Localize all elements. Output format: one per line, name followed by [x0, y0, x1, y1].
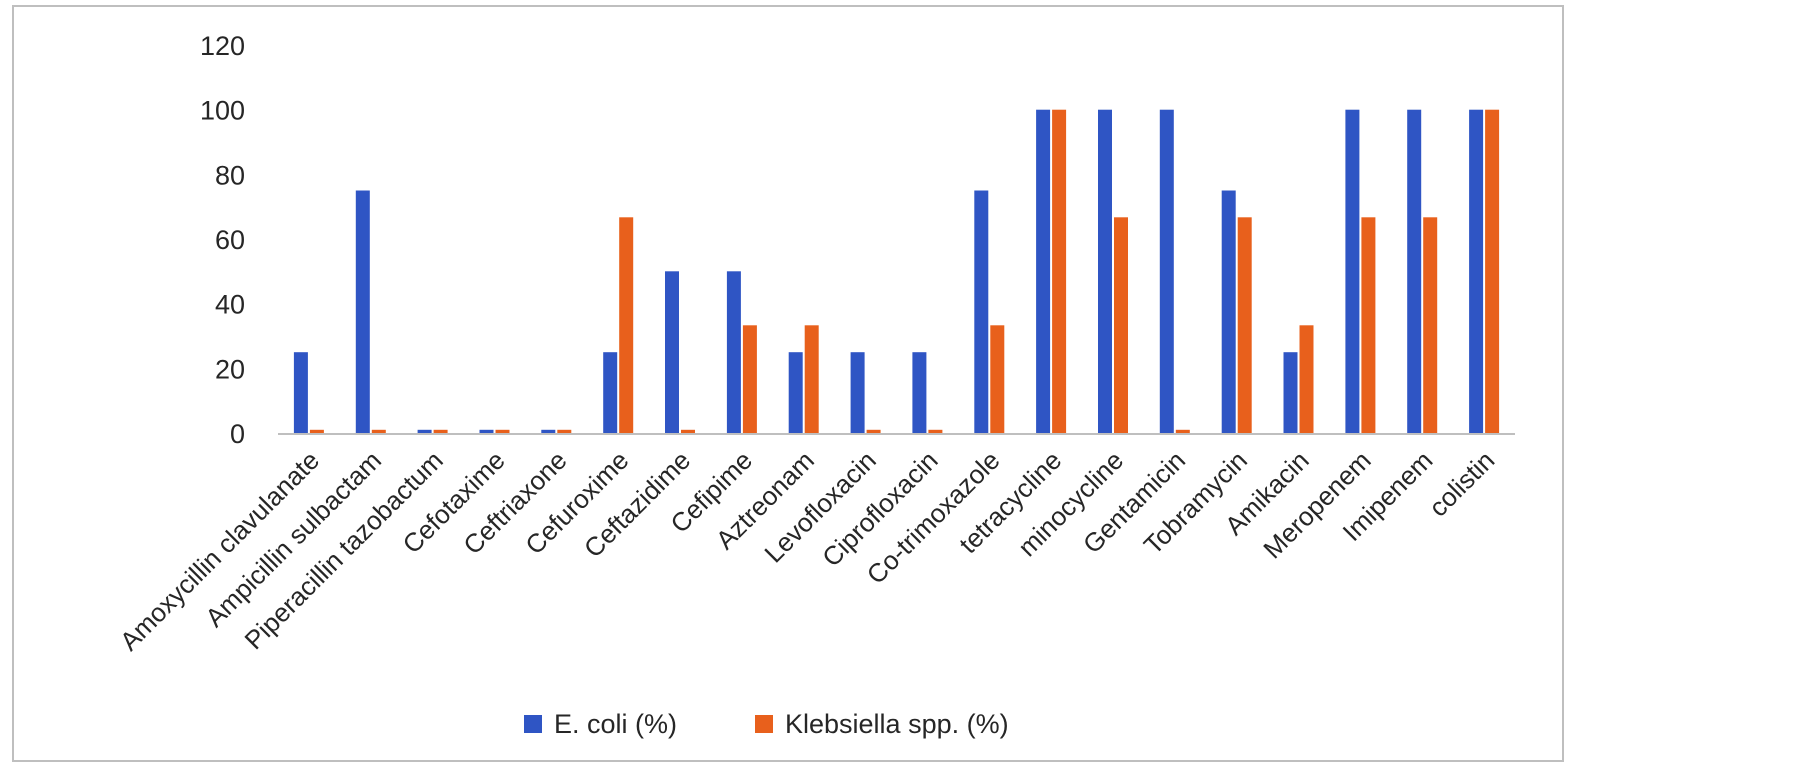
- bar-klebsiella: [990, 325, 1005, 433]
- bar-ecoli: [479, 429, 494, 433]
- y-tick-label: 120: [200, 31, 245, 61]
- bar-klebsiella: [1237, 217, 1252, 433]
- bar-ecoli: [1283, 352, 1298, 433]
- y-tick-label: 0: [230, 419, 245, 449]
- legend-swatch: [755, 715, 773, 733]
- bar-ecoli: [726, 271, 741, 433]
- bar-klebsiella: [1114, 217, 1128, 433]
- y-tick-label: 60: [215, 225, 245, 255]
- bar-ecoli: [603, 352, 618, 433]
- bar-klebsiella: [1423, 217, 1438, 433]
- bar-klebsiella: [742, 325, 757, 433]
- bar-ecoli: [788, 352, 803, 433]
- y-tick-label: 100: [200, 96, 245, 126]
- bar-klebsiella: [928, 429, 943, 433]
- y-tick-label: 80: [215, 160, 245, 190]
- bar-ecoli: [850, 352, 865, 433]
- bar-ecoli: [1345, 109, 1360, 433]
- bar-ecoli: [355, 190, 370, 433]
- bar-klebsiella: [619, 217, 634, 433]
- bar-ecoli: [293, 352, 308, 433]
- bar-ecoli: [974, 190, 989, 433]
- bar-ecoli: [1221, 190, 1236, 433]
- legend: E. coli (%) Klebsiella spp. (%): [524, 709, 1009, 739]
- bar-klebsiella: [495, 429, 510, 433]
- y-tick-label: 20: [215, 354, 245, 384]
- bar-klebsiella: [1299, 325, 1314, 433]
- bar-klebsiella: [433, 429, 448, 433]
- x-tick-label: colistin: [1423, 445, 1500, 522]
- bar-klebsiella: [866, 429, 881, 433]
- legend-swatch: [524, 715, 542, 733]
- bar-ecoli: [1098, 109, 1112, 433]
- bar-klebsiella: [557, 429, 572, 433]
- bar-klebsiella: [1175, 429, 1190, 433]
- bar-klebsiella: [804, 325, 819, 433]
- bar-klebsiella: [1361, 217, 1376, 433]
- bars: [293, 109, 1500, 433]
- y-axis-ticks: 0 20 40 60 80 100 120: [200, 31, 245, 449]
- bar-ecoli: [417, 429, 432, 433]
- bar-ecoli: [1469, 109, 1484, 433]
- bar-ecoli: [1159, 109, 1174, 433]
- bar-ecoli: [541, 429, 556, 433]
- bar-klebsiella: [1485, 109, 1500, 433]
- bar-ecoli: [1407, 109, 1422, 433]
- bar-klebsiella: [681, 429, 695, 433]
- legend-label: Klebsiella spp. (%): [785, 709, 1009, 739]
- y-tick-label: 40: [215, 290, 245, 320]
- bar-ecoli: [665, 271, 679, 433]
- bar-ecoli: [1036, 109, 1051, 433]
- bar-klebsiella: [309, 429, 324, 433]
- bar-ecoli: [912, 352, 927, 433]
- bar-klebsiella: [1052, 109, 1067, 433]
- bar-klebsiella: [371, 429, 386, 433]
- legend-label: E. coli (%): [554, 709, 677, 739]
